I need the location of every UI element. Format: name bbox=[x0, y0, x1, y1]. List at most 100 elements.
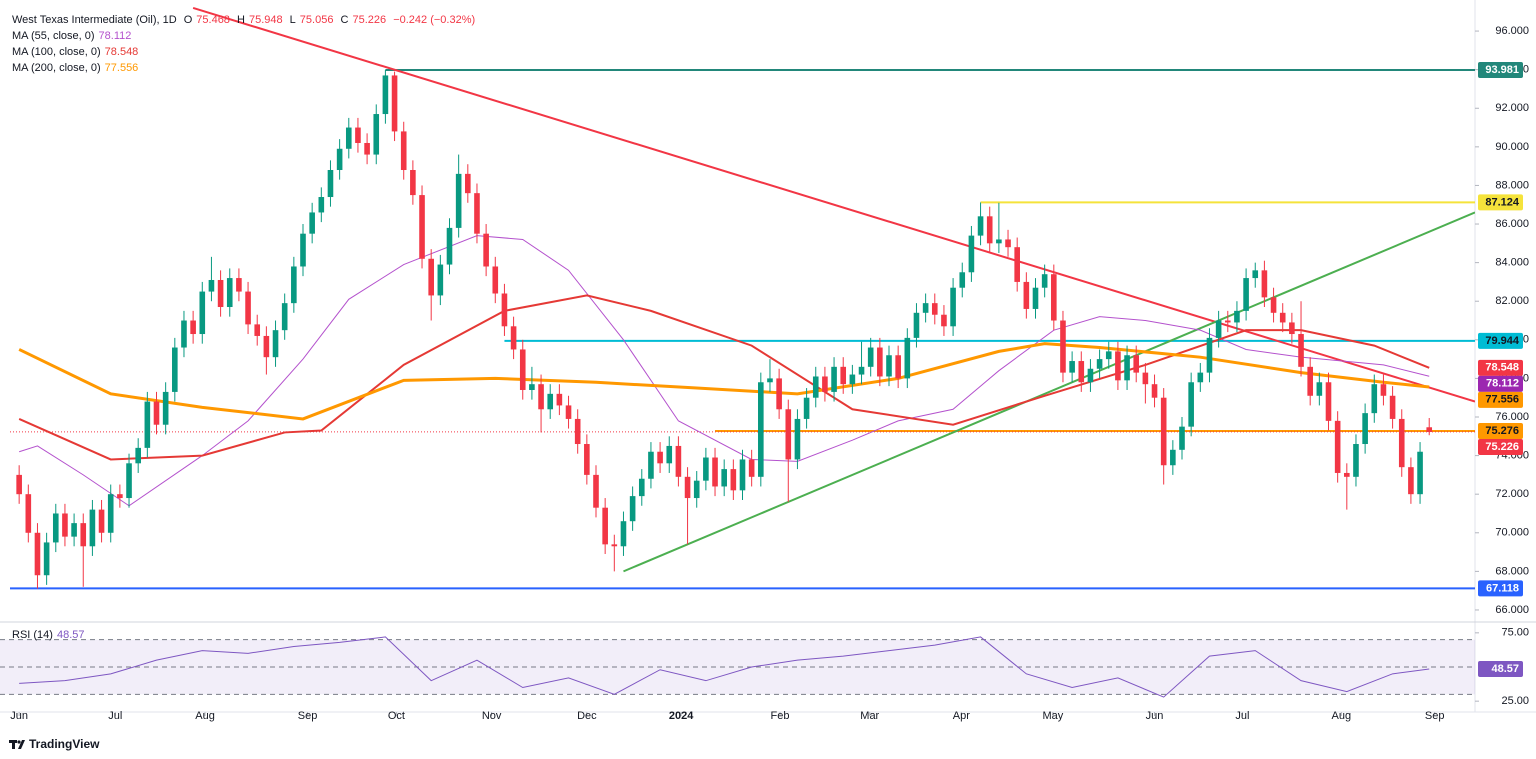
candle-body bbox=[712, 457, 718, 487]
candle-body bbox=[840, 366, 847, 385]
candle-body bbox=[1087, 368, 1094, 383]
candle-body bbox=[208, 279, 215, 292]
candle-body bbox=[1389, 395, 1396, 419]
candle-body bbox=[474, 193, 480, 234]
candle-body bbox=[153, 401, 160, 425]
x-tick-label: Oct bbox=[388, 710, 405, 722]
price-label: 78.548 bbox=[1485, 362, 1519, 374]
candle-body bbox=[510, 326, 517, 350]
legend-name: MA (55, close, 0) bbox=[12, 30, 95, 42]
x-tick-label: Apr bbox=[953, 710, 970, 722]
candle-body bbox=[529, 384, 535, 390]
candle-body bbox=[1325, 382, 1332, 421]
candle-body bbox=[895, 355, 901, 379]
candle-body bbox=[1115, 351, 1121, 381]
candle-body bbox=[217, 279, 224, 308]
y-tick-label: 90.000 bbox=[1495, 141, 1529, 153]
candle-body bbox=[181, 320, 187, 348]
candle-body bbox=[968, 235, 975, 273]
legend-entry: MA (55, close, 0) 78.112 bbox=[12, 30, 135, 42]
candle-body bbox=[1298, 334, 1304, 367]
ohlc-value: 75.226 bbox=[352, 14, 387, 26]
legend-name: MA (100, close, 0) bbox=[12, 46, 101, 58]
candle-body bbox=[931, 303, 938, 315]
x-tick-label: Jun bbox=[1146, 710, 1164, 722]
y-tick-label: 72.000 bbox=[1495, 488, 1529, 500]
candle-body bbox=[611, 544, 618, 547]
candle-body bbox=[1224, 320, 1231, 323]
candle-body bbox=[629, 496, 636, 522]
x-tick-label: 2024 bbox=[669, 710, 694, 722]
x-tick-label: Nov bbox=[482, 710, 502, 722]
candle-body bbox=[1096, 359, 1103, 369]
candle-body bbox=[1014, 247, 1020, 282]
candle-body bbox=[922, 303, 929, 313]
y-tick-label: 70.000 bbox=[1495, 527, 1529, 539]
candle-body bbox=[1215, 320, 1222, 338]
candle-body bbox=[492, 266, 499, 294]
legend-entry: MA (100, close, 0) 78.548 bbox=[12, 46, 142, 58]
candle-body bbox=[1243, 278, 1249, 311]
candle-body bbox=[565, 405, 572, 419]
candle-body bbox=[62, 513, 68, 537]
candle-body bbox=[1334, 420, 1341, 473]
candle-body bbox=[364, 142, 370, 155]
candle-body bbox=[849, 374, 856, 385]
candle-body bbox=[391, 75, 398, 132]
rsi-tick-label: 25.00 bbox=[1501, 695, 1529, 707]
price-label: 75.276 bbox=[1485, 425, 1519, 437]
price-label-box bbox=[1478, 62, 1523, 79]
candle-body bbox=[886, 355, 892, 377]
candle-body bbox=[1060, 320, 1066, 373]
candle-body bbox=[272, 330, 279, 358]
candle-body bbox=[758, 382, 764, 477]
y-tick-label: 96.000 bbox=[1495, 25, 1529, 37]
candle-body bbox=[574, 418, 581, 445]
candle-body bbox=[593, 474, 599, 508]
price-label: 79.944 bbox=[1485, 335, 1520, 347]
price-label-box bbox=[1478, 422, 1523, 439]
candle-body bbox=[638, 478, 645, 497]
candle-body bbox=[117, 494, 123, 499]
candle-body bbox=[1032, 287, 1039, 309]
price-pane bbox=[10, 6, 1475, 590]
price-label-box bbox=[1478, 391, 1523, 408]
x-tick-label: Aug bbox=[1332, 710, 1352, 722]
candle-body bbox=[877, 347, 883, 377]
candle-body bbox=[162, 391, 169, 425]
x-tick-label: Sep bbox=[1425, 710, 1445, 722]
candle-body bbox=[1316, 382, 1323, 396]
candle-body bbox=[373, 114, 380, 155]
x-tick-label: Aug bbox=[195, 710, 215, 722]
axes: 96.00094.00092.00090.00088.00086.00084.0… bbox=[10, 25, 1529, 722]
candle-body bbox=[584, 444, 590, 475]
candle-body bbox=[858, 366, 865, 375]
price-label-box bbox=[1478, 580, 1523, 597]
candle-body bbox=[675, 445, 682, 477]
change: −0.242 (−0.32%) bbox=[393, 14, 476, 26]
candle-body bbox=[281, 303, 288, 331]
candle-body bbox=[98, 509, 105, 533]
price-label: 75.226 bbox=[1485, 441, 1519, 453]
moving-average bbox=[18, 342, 1430, 421]
candle-body bbox=[904, 337, 911, 379]
candle-body bbox=[1051, 274, 1057, 321]
candle-body bbox=[419, 195, 425, 259]
candle-body bbox=[291, 266, 297, 304]
candle-body bbox=[602, 507, 608, 545]
candle-body bbox=[1023, 281, 1030, 309]
candle-body bbox=[80, 523, 87, 547]
price-label: 93.981 bbox=[1485, 64, 1519, 76]
y-tick-label: 76.000 bbox=[1495, 411, 1529, 423]
x-tick-label: Dec bbox=[577, 710, 597, 722]
candle-body bbox=[684, 476, 691, 499]
candle-body bbox=[455, 173, 462, 228]
ohlc-value: 75.056 bbox=[299, 14, 334, 26]
candle-body bbox=[767, 378, 773, 383]
brand: TradingView bbox=[29, 737, 100, 751]
candle-body bbox=[1234, 310, 1240, 323]
candle-body bbox=[812, 376, 819, 398]
candle-body bbox=[327, 170, 334, 198]
rsi-label-box bbox=[1478, 660, 1523, 677]
